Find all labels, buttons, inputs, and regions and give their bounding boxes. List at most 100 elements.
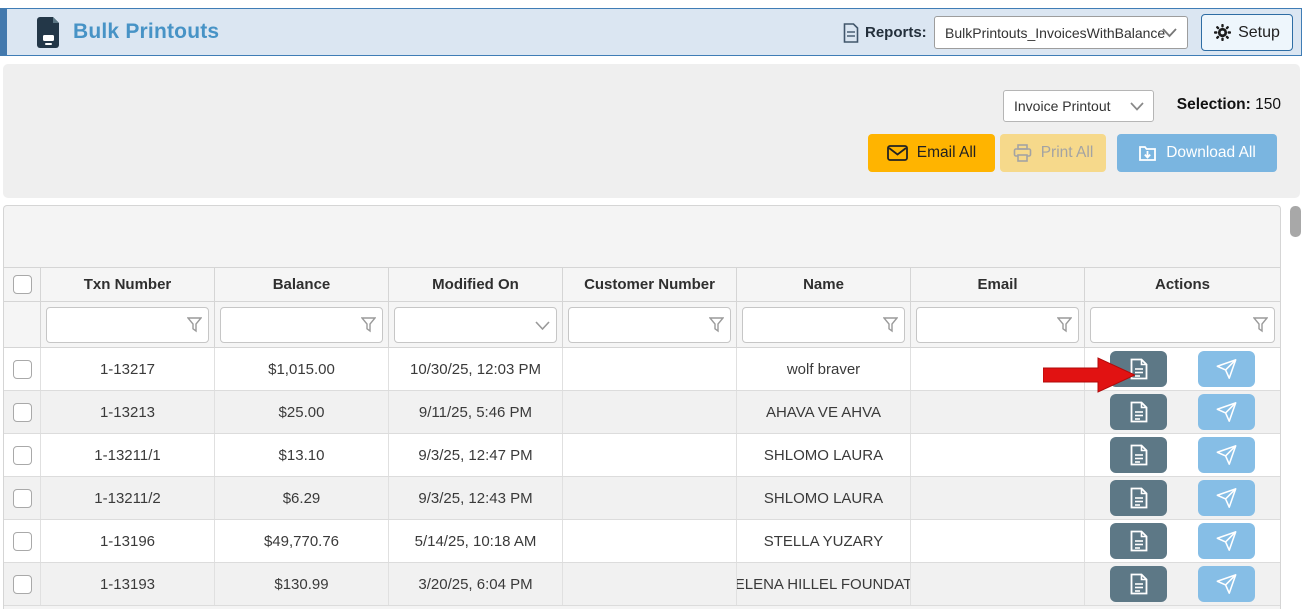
email-all-button[interactable]: Email All — [868, 134, 995, 172]
table-row: 1-13211/2 $6.29 9/3/25, 12:43 PM SHLOMO … — [4, 477, 1280, 520]
chevron-down-icon — [1130, 102, 1144, 111]
view-document-button[interactable] — [1110, 394, 1167, 430]
cell-modified-on: 3/20/25, 6:04 PM — [389, 563, 563, 605]
row-select-cell — [4, 434, 41, 476]
print-all-label: Print All — [1041, 144, 1094, 162]
view-document-button[interactable] — [1110, 437, 1167, 473]
send-button[interactable] — [1198, 480, 1255, 516]
paper-plane-icon — [1215, 487, 1238, 509]
column-header-balance[interactable]: Balance — [215, 268, 389, 301]
selection-count: Selection: 150 — [1163, 96, 1281, 114]
report-document-icon — [843, 23, 859, 43]
cell-email — [911, 348, 1085, 390]
filter-input-actions[interactable] — [1090, 307, 1275, 343]
filter-input-name[interactable] — [742, 307, 905, 343]
cell-balance: $130.99 — [215, 563, 389, 605]
cell-actions — [1085, 563, 1280, 605]
cell-name: STELLA YUZARY — [737, 520, 911, 562]
column-header-modified-on[interactable]: Modified On — [389, 268, 563, 301]
printout-type-value: Invoice Printout — [1014, 98, 1111, 114]
filter-cell-name — [737, 302, 911, 347]
cell-txn-number: 1-13211/2 — [41, 477, 215, 519]
paper-plane-icon — [1215, 573, 1238, 595]
cell-balance: $1,015.00 — [215, 348, 389, 390]
cell-txn-number: 1-13217 — [41, 348, 215, 390]
print-all-button[interactable]: Print All — [1000, 134, 1106, 172]
cell-modified-on: 9/3/25, 12:43 PM — [389, 477, 563, 519]
filter-input-modified-on[interactable] — [394, 307, 557, 343]
row-checkbox[interactable] — [13, 360, 32, 379]
filter-input-customer-number[interactable] — [568, 307, 731, 343]
view-document-button[interactable] — [1110, 351, 1167, 387]
cell-email — [911, 434, 1085, 476]
selection-value: 150 — [1255, 96, 1281, 113]
document-icon — [1130, 358, 1148, 380]
filter-input-email[interactable] — [916, 307, 1079, 343]
column-header-customer-number[interactable]: Customer Number — [563, 268, 737, 301]
cell-modified-on: 9/11/25, 5:46 PM — [389, 391, 563, 433]
row-checkbox[interactable] — [13, 575, 32, 594]
filter-cell-balance — [215, 302, 389, 347]
download-all-button[interactable]: Download All — [1117, 134, 1277, 172]
cell-email — [911, 477, 1085, 519]
envelope-icon — [887, 145, 908, 161]
cell-balance: $49,770.76 — [215, 520, 389, 562]
column-header-name[interactable]: Name — [737, 268, 911, 301]
vertical-scrollbar-thumb[interactable] — [1290, 206, 1301, 237]
page-title: Bulk Printouts — [73, 20, 219, 44]
row-checkbox[interactable] — [13, 489, 32, 508]
send-button[interactable] — [1198, 351, 1255, 387]
row-checkbox[interactable] — [13, 532, 32, 551]
send-button[interactable] — [1198, 523, 1255, 559]
column-header-email[interactable]: Email — [911, 268, 1085, 301]
column-header-actions[interactable]: Actions — [1085, 268, 1280, 301]
row-select-cell — [4, 348, 41, 390]
setup-button[interactable]: Setup — [1201, 14, 1293, 51]
row-select-cell — [4, 477, 41, 519]
paper-plane-icon — [1215, 444, 1238, 466]
cell-balance: $13.10 — [215, 434, 389, 476]
table-row: 1-13211/1 $13.10 9/3/25, 12:47 PM SHLOMO… — [4, 434, 1280, 477]
filter-cell-txn-number — [41, 302, 215, 347]
bulk-printouts-table: Txn NumberBalanceModified OnCustomer Num… — [3, 205, 1281, 609]
reports-select[interactable]: BulkPrintouts_InvoicesWithBalance — [934, 16, 1188, 49]
select-all-cell — [4, 268, 41, 301]
printer-icon — [1013, 144, 1032, 162]
document-icon — [1130, 573, 1148, 595]
paper-plane-icon — [1215, 358, 1238, 380]
table-filter-row — [4, 302, 1280, 348]
cell-name: AHAVA VE AHVA — [737, 391, 911, 433]
page-header: Bulk Printouts Reports: BulkPrintouts_In… — [0, 8, 1302, 56]
cell-customer-number — [563, 563, 737, 605]
cell-modified-on: 9/3/25, 12:47 PM — [389, 434, 563, 476]
filter-input-txn-number[interactable] — [46, 307, 209, 343]
select-all-checkbox[interactable] — [13, 275, 32, 294]
cell-email — [911, 563, 1085, 605]
cell-balance: $6.29 — [215, 477, 389, 519]
filter-input-balance[interactable] — [220, 307, 383, 343]
table-row: 1-13193 $130.99 3/20/25, 6:04 PM ELENA H… — [4, 563, 1280, 606]
cell-txn-number: 1-13193 — [41, 563, 215, 605]
row-checkbox[interactable] — [13, 446, 32, 465]
send-button[interactable] — [1198, 437, 1255, 473]
email-all-label: Email All — [917, 144, 976, 162]
send-button[interactable] — [1198, 394, 1255, 430]
bulk-printouts-document-icon — [37, 17, 62, 48]
table-row: 1-13196 $49,770.76 5/14/25, 10:18 AM STE… — [4, 520, 1280, 563]
download-all-label: Download All — [1166, 144, 1256, 162]
view-document-button[interactable] — [1110, 523, 1167, 559]
download-icon — [1138, 145, 1157, 162]
selection-label: Selection: — [1177, 96, 1251, 113]
printout-type-select[interactable]: Invoice Printout — [1003, 90, 1154, 122]
column-header-txn-number[interactable]: Txn Number — [41, 268, 215, 301]
filter-cell-customer-number — [563, 302, 737, 347]
view-document-button[interactable] — [1110, 566, 1167, 602]
view-document-button[interactable] — [1110, 480, 1167, 516]
cell-customer-number — [563, 348, 737, 390]
cell-txn-number: 1-13211/1 — [41, 434, 215, 476]
paper-plane-icon — [1215, 401, 1238, 423]
cell-actions — [1085, 477, 1280, 519]
send-button[interactable] — [1198, 566, 1255, 602]
row-checkbox[interactable] — [13, 403, 32, 422]
cell-balance: $25.00 — [215, 391, 389, 433]
